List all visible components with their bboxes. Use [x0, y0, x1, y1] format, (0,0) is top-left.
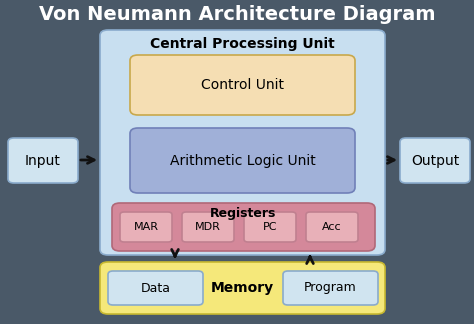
Text: MDR: MDR — [195, 222, 221, 232]
Text: MAR: MAR — [134, 222, 158, 232]
Text: Registers: Registers — [210, 207, 277, 221]
FancyBboxPatch shape — [244, 212, 296, 242]
FancyBboxPatch shape — [112, 203, 375, 251]
FancyBboxPatch shape — [182, 212, 234, 242]
Text: Output: Output — [411, 154, 459, 168]
Text: Acc: Acc — [322, 222, 342, 232]
FancyBboxPatch shape — [8, 138, 78, 183]
Text: Memory: Memory — [211, 281, 274, 295]
FancyBboxPatch shape — [283, 271, 378, 305]
Text: Program: Program — [304, 282, 357, 295]
Text: Central Processing Unit: Central Processing Unit — [150, 37, 335, 51]
Text: Von Neumann Architecture Diagram: Von Neumann Architecture Diagram — [39, 5, 435, 24]
FancyBboxPatch shape — [400, 138, 470, 183]
Text: PC: PC — [263, 222, 277, 232]
FancyBboxPatch shape — [130, 55, 355, 115]
Text: Data: Data — [140, 282, 171, 295]
Text: Input: Input — [25, 154, 61, 168]
FancyBboxPatch shape — [120, 212, 172, 242]
FancyBboxPatch shape — [108, 271, 203, 305]
FancyBboxPatch shape — [100, 262, 385, 314]
Text: Arithmetic Logic Unit: Arithmetic Logic Unit — [170, 154, 315, 168]
FancyBboxPatch shape — [306, 212, 358, 242]
FancyBboxPatch shape — [130, 128, 355, 193]
FancyBboxPatch shape — [100, 30, 385, 255]
Text: Control Unit: Control Unit — [201, 78, 284, 92]
